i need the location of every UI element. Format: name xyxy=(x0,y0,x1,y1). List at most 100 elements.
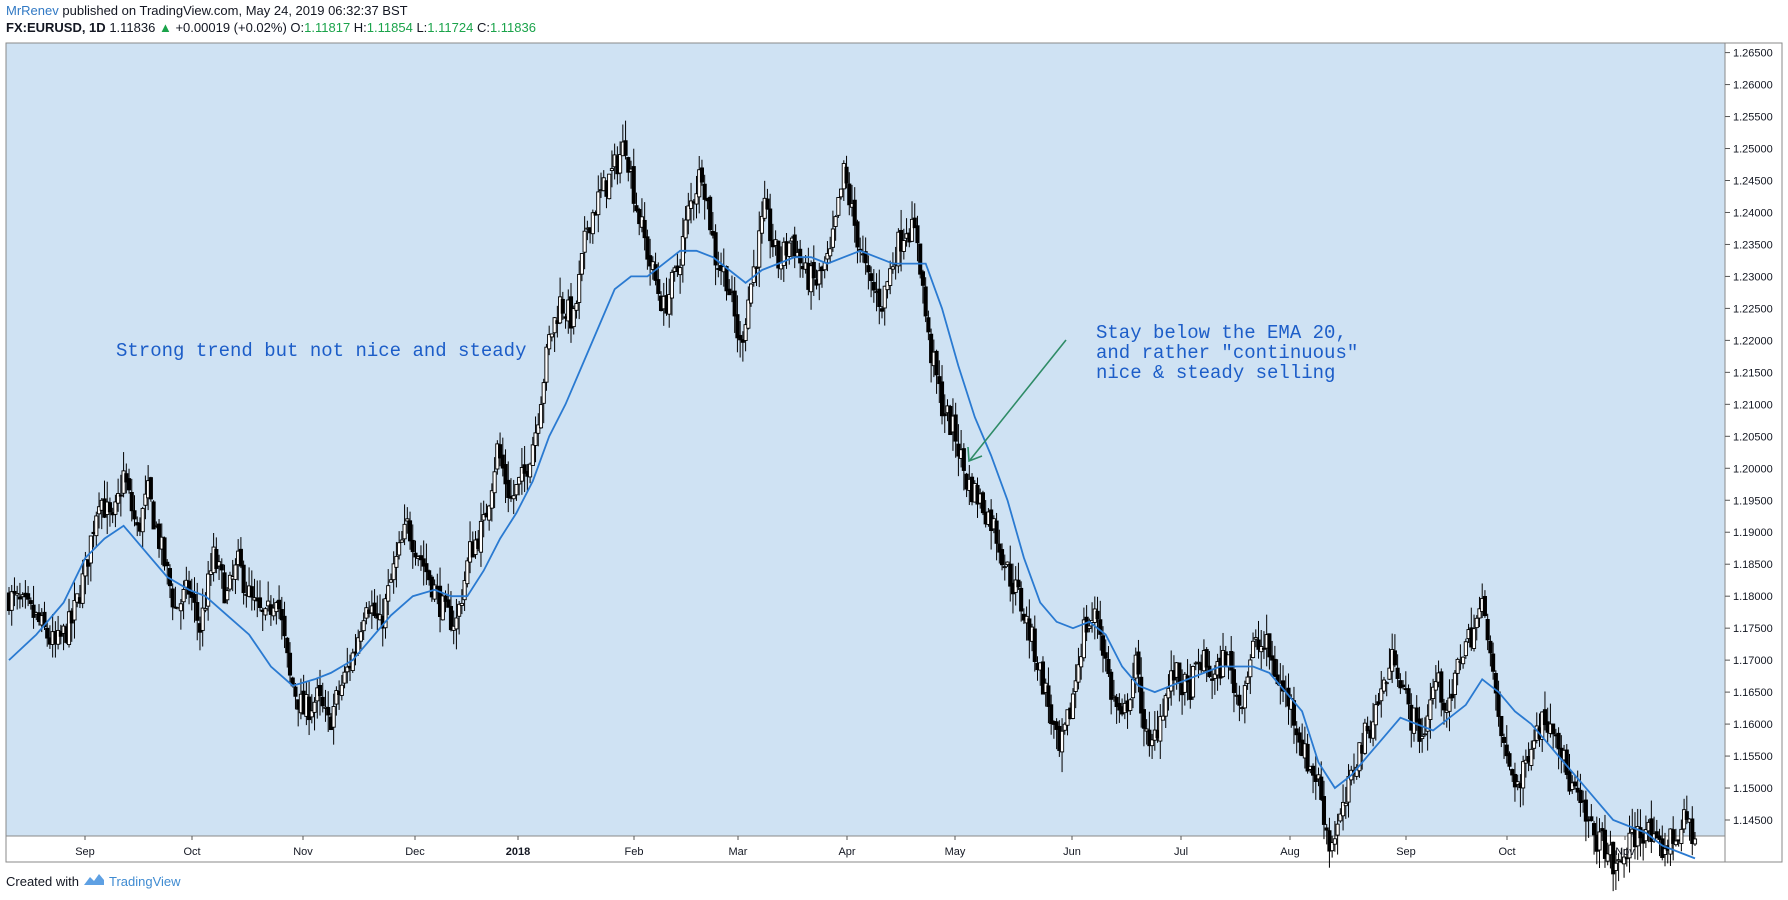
candle-body xyxy=(1087,625,1092,629)
candle xyxy=(358,621,363,649)
annotation-ema-line-2[interactable]: and rather "continuous" xyxy=(1096,342,1358,364)
candle-body xyxy=(1673,840,1678,846)
candle xyxy=(1046,667,1051,724)
candle-body xyxy=(1272,658,1277,677)
candle xyxy=(1163,693,1168,729)
candle xyxy=(238,537,243,569)
annotation-strong-trend[interactable]: Strong trend but not nice and steady xyxy=(116,340,526,362)
candle xyxy=(852,187,857,243)
candle-body xyxy=(402,523,407,540)
candle xyxy=(342,666,347,689)
candle xyxy=(1210,669,1215,699)
candle xyxy=(113,494,118,528)
candle-body xyxy=(1542,709,1548,726)
candle-body xyxy=(1321,796,1327,825)
candle xyxy=(828,236,833,264)
candle-body xyxy=(1613,862,1618,871)
candle xyxy=(1482,590,1487,618)
candle-body xyxy=(1512,773,1517,788)
candle-body xyxy=(342,671,347,684)
candle xyxy=(1395,654,1400,688)
candle xyxy=(410,524,415,569)
candle-body xyxy=(1556,732,1561,750)
candle xyxy=(953,402,958,458)
candle xyxy=(1684,795,1689,825)
candle xyxy=(1019,581,1024,622)
candle xyxy=(1253,629,1258,648)
candle xyxy=(1660,825,1665,861)
candle xyxy=(530,436,535,466)
candle xyxy=(847,172,852,216)
y-tick-label: 1.21000 xyxy=(1733,399,1773,411)
candle-body xyxy=(1139,676,1144,714)
plot-area[interactable] xyxy=(5,42,1726,837)
candle-body xyxy=(26,593,31,600)
candle-body xyxy=(465,560,470,585)
candle-body xyxy=(1070,693,1076,719)
candle xyxy=(500,437,505,477)
candle xyxy=(263,607,268,621)
candle xyxy=(1592,820,1597,855)
candle-body xyxy=(669,271,674,299)
author-link[interactable]: MrRenev xyxy=(6,3,59,18)
candle-body xyxy=(1231,669,1236,694)
candle-body xyxy=(383,598,388,629)
candle xyxy=(28,597,33,610)
candle xyxy=(1461,656,1466,669)
candle-body xyxy=(1305,743,1310,772)
candle xyxy=(1564,744,1569,780)
candle xyxy=(776,240,781,279)
candle-body xyxy=(17,596,22,600)
candle xyxy=(1551,723,1556,750)
annotation-ema-line-3[interactable]: nice & steady selling xyxy=(1096,362,1335,384)
candle xyxy=(1597,818,1602,869)
candle xyxy=(798,239,803,278)
candle xyxy=(809,260,814,310)
candle-body xyxy=(1229,650,1234,671)
candle xyxy=(688,182,694,224)
candle-body xyxy=(1294,728,1299,736)
candle-body xyxy=(980,492,986,514)
candle-body xyxy=(129,491,134,512)
candle-body xyxy=(1387,667,1392,680)
candle-body xyxy=(361,620,366,632)
candle-body xyxy=(1455,658,1460,674)
candle xyxy=(331,693,336,745)
candle xyxy=(757,211,762,288)
candle-body xyxy=(994,520,999,544)
candle xyxy=(407,511,413,550)
candle-body xyxy=(195,602,200,621)
candle-body xyxy=(214,549,219,569)
open-value: 1.11817 xyxy=(304,20,351,35)
price-axis[interactable] xyxy=(1724,42,1783,863)
candle-body xyxy=(1324,827,1329,831)
candle-body xyxy=(1529,748,1534,766)
candle-body xyxy=(1692,838,1698,845)
x-tick-label: Jul xyxy=(1174,846,1188,858)
annotation-arrow[interactable] xyxy=(967,339,1067,463)
candle-body xyxy=(334,690,339,705)
candle xyxy=(1542,691,1548,731)
candle xyxy=(607,173,612,200)
candle-body xyxy=(708,196,713,231)
candle xyxy=(454,598,459,650)
annotation-ema-line-1[interactable]: Stay below the EMA 20, xyxy=(1096,322,1347,344)
time-axis[interactable] xyxy=(5,835,1726,863)
candle-body xyxy=(1098,619,1103,635)
candle xyxy=(200,588,205,647)
candle xyxy=(560,291,565,320)
candle-body xyxy=(1477,608,1482,619)
candle-body xyxy=(1499,715,1504,737)
candle-body xyxy=(571,308,576,328)
candle-body xyxy=(626,157,631,173)
candle-body xyxy=(759,215,765,234)
candle-body xyxy=(203,607,208,611)
candle xyxy=(1305,733,1310,774)
tradingview-brand-link[interactable]: TradingView xyxy=(108,873,181,889)
x-tick-label: Aug xyxy=(1280,846,1300,858)
candle xyxy=(997,529,1002,564)
tradingview-logo-icon[interactable] xyxy=(83,873,105,889)
candle xyxy=(1160,698,1166,721)
candle xyxy=(1166,674,1171,711)
